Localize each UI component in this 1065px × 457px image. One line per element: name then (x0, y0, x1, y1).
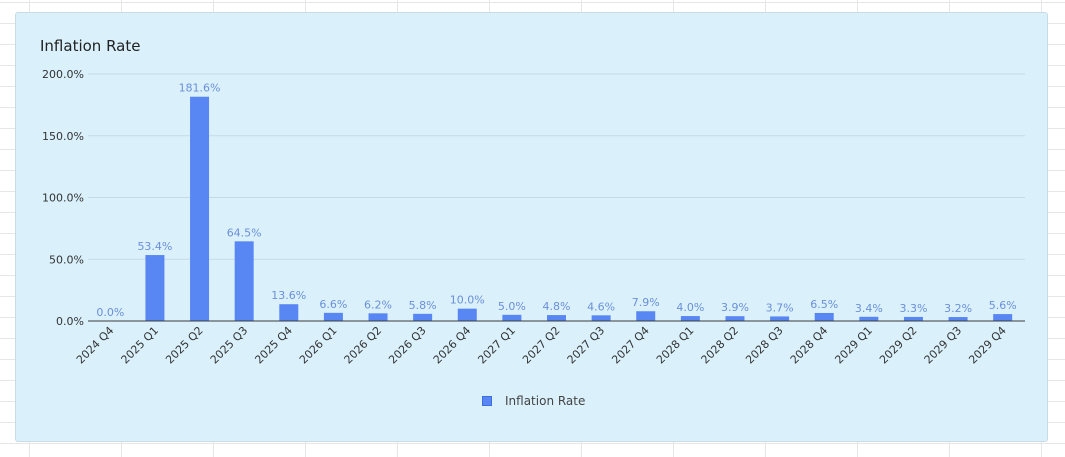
chart-title: Inflation Rate (40, 37, 141, 55)
legend-label: Inflation Rate (505, 394, 586, 408)
bar (636, 311, 656, 321)
data-label: 3.7% (766, 301, 794, 314)
chart-legend: Inflation Rate (482, 394, 585, 408)
x-tick-label: 2026 Q1 (297, 324, 340, 367)
x-tick-label: 2025 Q3 (208, 324, 251, 367)
bar (323, 312, 343, 321)
data-label: 10.0% (450, 294, 485, 307)
y-tick-label: 200.0% (42, 68, 84, 81)
x-tick-label: 2024 Q4 (74, 324, 117, 367)
bar (680, 316, 700, 321)
data-label: 53.4% (137, 240, 172, 253)
data-label: 6.6% (319, 298, 347, 311)
bar (145, 255, 165, 321)
data-label: 13.6% (271, 289, 306, 302)
x-tick-label: 2027 Q4 (609, 324, 652, 367)
data-label: 64.5% (227, 226, 262, 239)
data-label: 3.2% (944, 302, 972, 315)
bar (770, 316, 790, 321)
bar (993, 314, 1013, 321)
y-tick-label: 150.0% (42, 130, 84, 143)
bar (859, 316, 879, 321)
data-label: 6.5% (810, 298, 838, 311)
bar (368, 313, 388, 321)
x-tick-label: 2026 Q3 (386, 324, 429, 367)
data-label: 5.0% (498, 300, 526, 313)
x-tick-label: 2029 Q4 (966, 324, 1009, 367)
data-label: 3.3% (899, 302, 927, 315)
x-tick-label: 2029 Q3 (922, 324, 965, 367)
data-label: 5.6% (989, 299, 1017, 312)
bar (725, 316, 745, 321)
x-tick-label: 2025 Q4 (252, 324, 295, 367)
bar (502, 314, 522, 321)
data-label: 5.8% (409, 299, 437, 312)
data-label: 0.0% (96, 306, 124, 319)
x-tick-label: 2028 Q2 (699, 324, 742, 367)
x-tick-label: 2026 Q4 (431, 324, 474, 367)
y-tick-label: 50.0% (49, 253, 84, 266)
y-tick-label: 0.0% (56, 315, 84, 328)
data-label: 181.6% (179, 82, 221, 95)
data-label: 3.9% (721, 301, 749, 314)
data-label: 4.8% (543, 300, 571, 313)
chart-plot: 0.0%50.0%100.0%150.0%200.0%0.0%2024 Q453… (42, 68, 1025, 367)
y-tick-label: 100.0% (42, 192, 84, 205)
bar (413, 313, 433, 321)
data-label: 3.4% (855, 302, 883, 315)
data-label: 7.9% (632, 296, 660, 309)
x-tick-label: 2029 Q2 (877, 324, 920, 367)
x-tick-label: 2027 Q2 (520, 324, 563, 367)
x-tick-label: 2028 Q1 (654, 324, 697, 367)
x-tick-label: 2026 Q2 (342, 324, 385, 367)
bar (948, 317, 968, 321)
x-tick-label: 2025 Q1 (119, 324, 162, 367)
bar (591, 315, 611, 321)
x-tick-label: 2027 Q3 (565, 324, 608, 367)
data-label: 4.0% (676, 301, 704, 314)
bar (814, 312, 834, 321)
chart-card: Inflation Rate 0.0% 50.0% 100.0% 150.0% 200.… (15, 12, 1048, 442)
x-tick-label: 2025 Q2 (163, 324, 206, 367)
bar (457, 308, 477, 321)
bar (547, 315, 566, 321)
legend-swatch (482, 396, 492, 406)
data-label: 6.2% (364, 298, 392, 311)
x-tick-label: 2029 Q1 (832, 324, 875, 367)
x-tick-label: 2028 Q3 (743, 324, 786, 367)
data-label: 4.6% (587, 300, 615, 313)
bar (279, 304, 299, 321)
x-tick-label: 2028 Q4 (788, 324, 831, 367)
bar (234, 241, 254, 321)
bar (903, 316, 923, 321)
x-tick-label: 2027 Q1 (475, 324, 518, 367)
bar (190, 96, 210, 321)
